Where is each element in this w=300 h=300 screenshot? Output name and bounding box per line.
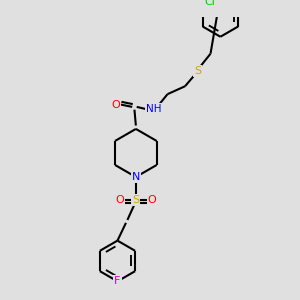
Text: O: O — [116, 195, 124, 205]
Text: O: O — [148, 195, 156, 205]
Text: N: N — [132, 172, 140, 182]
Text: O: O — [111, 100, 120, 110]
Text: S: S — [132, 195, 140, 205]
Text: F: F — [114, 276, 121, 286]
Text: NH: NH — [146, 104, 161, 114]
Text: S: S — [194, 66, 201, 76]
Text: Cl: Cl — [205, 0, 216, 7]
